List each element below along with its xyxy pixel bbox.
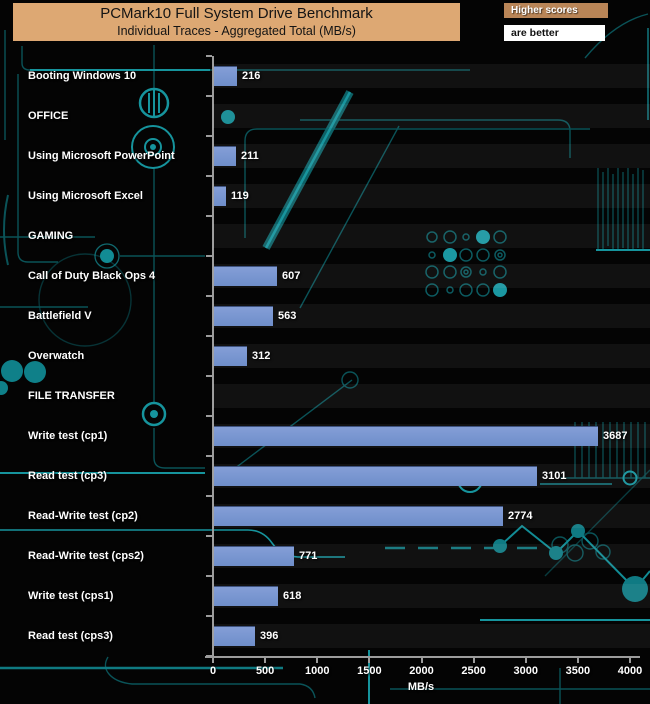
- row-stripe: [213, 344, 650, 368]
- value-label-read-write-test-cp2: 2774: [508, 510, 533, 522]
- row-stripe: [213, 584, 650, 608]
- value-label-write-test-cp1: 3687: [603, 430, 628, 442]
- x-axis-line: [205, 656, 640, 658]
- y-axis-tick: [206, 495, 212, 497]
- y-axis-tick: [206, 375, 212, 377]
- y-axis-tick: [206, 55, 212, 57]
- x-axis-tick: [316, 658, 319, 663]
- value-label-read-test-cp3: 3101: [542, 470, 567, 482]
- row-stripe: [213, 224, 650, 248]
- y-axis-tick: [206, 135, 212, 137]
- y-axis-tick: [206, 535, 212, 537]
- bar-booting-windows-10: [214, 66, 237, 86]
- circuit-traces-bright: [0, 28, 650, 704]
- x-tick-label-1500: 1500: [357, 665, 382, 677]
- y-axis-tick: [206, 655, 212, 657]
- value-label-battlefield-v: 563: [278, 310, 297, 322]
- bar-write-test-cp1: [214, 426, 598, 446]
- target-icon: [131, 125, 175, 169]
- x-tick-label-500: 500: [255, 665, 275, 677]
- y-axis-tick: [206, 255, 212, 257]
- value-label-booting-windows-10: 216: [242, 70, 261, 82]
- value-label-using-microsoft-powerpoint: 211: [241, 150, 259, 162]
- y-axis-tick: [206, 615, 212, 617]
- line-graph-motif: [493, 524, 650, 602]
- bar-call-of-duty-black-ops-4: [214, 266, 277, 286]
- trace-label-read-test-cps3: Read test (cps3): [28, 630, 113, 642]
- row-stripe: [213, 104, 650, 128]
- trace-label-write-test-cps1: Write test (cps1): [28, 590, 114, 602]
- row-stripe: [213, 384, 650, 408]
- port-icon: [138, 87, 170, 119]
- x-axis-tick: [629, 658, 631, 663]
- y-axis-tick: [206, 335, 212, 337]
- y-axis-tick: [206, 175, 212, 177]
- x-axis-tick: [264, 658, 267, 663]
- trace-label-read-write-test-cps2: Read-Write test (cps2): [28, 550, 144, 562]
- x-axis-tick: [212, 658, 214, 663]
- x-tick-label-2000: 2000: [409, 665, 434, 677]
- y-axis-tick: [206, 415, 212, 417]
- chart-subtitle: Individual Traces - Aggregated Total (MB…: [117, 24, 356, 38]
- value-label-read-test-cps3: 396: [260, 630, 279, 642]
- trace-label-write-test-cp1: Write test (cp1): [28, 430, 108, 442]
- trace-label-booting-windows-10: Booting Windows 10: [28, 70, 137, 82]
- x-axis-tick: [524, 658, 527, 663]
- trace-label-overwatch: Overwatch: [28, 350, 85, 362]
- value-label-overwatch: 312: [252, 350, 271, 362]
- bar-using-microsoft-powerpoint: [214, 146, 236, 166]
- value-label-write-test-cps1: 618: [283, 590, 302, 602]
- bar-read-test-cps3: [214, 626, 255, 646]
- x-axis-tick: [472, 658, 475, 663]
- y-axis-tick: [206, 95, 212, 97]
- trace-label-using-microsoft-powerpoint: Using Microsoft PowerPoint: [28, 150, 175, 162]
- x-axis-tick: [368, 658, 371, 663]
- title-banner: PCMark10 Full System Drive Benchmark Ind…: [13, 3, 460, 41]
- value-label-call-of-duty-black-ops-4: 607: [282, 270, 301, 282]
- category-label-office: OFFICE: [28, 110, 69, 122]
- row-stripe: [213, 264, 650, 288]
- x-tick-label-1000: 1000: [305, 665, 330, 677]
- category-label-file-transfer: FILE TRANSFER: [28, 390, 115, 402]
- row-stripe: [213, 184, 650, 208]
- trace-label-read-write-test-cp2: Read-Write test (cp2): [28, 510, 138, 522]
- trace-label-call-of-duty-black-ops-4: Call of Duty Black Ops 4: [28, 270, 156, 282]
- x-tick-label-4000: 4000: [617, 665, 643, 677]
- bar-overwatch: [214, 346, 247, 366]
- x-tick-label-0: 0: [209, 665, 217, 677]
- bar-write-test-cps1: [214, 586, 278, 606]
- bar-battlefield-v: [214, 306, 273, 326]
- higher-scores-badge: Higher scores: [504, 3, 608, 18]
- category-label-gaming: GAMING: [28, 230, 74, 242]
- are-better-badge: are better: [504, 25, 605, 41]
- value-label-using-microsoft-excel: 119: [231, 190, 249, 202]
- chart-title: PCMark10 Full System Drive Benchmark: [100, 5, 373, 22]
- y-axis-tick: [206, 455, 212, 457]
- bar-using-microsoft-excel: [214, 186, 226, 206]
- y-axis-tick: [206, 575, 212, 577]
- y-axis-tick: [206, 295, 212, 297]
- bar-read-write-test-cp2: [214, 506, 503, 526]
- bar-read-test-cp3: [214, 466, 537, 486]
- row-stripe: [213, 304, 650, 328]
- trace-label-using-microsoft-excel: Using Microsoft Excel: [28, 190, 143, 202]
- x-axis-tick: [576, 658, 579, 663]
- y-axis-line: [212, 56, 214, 658]
- trace-label-battlefield-v: Battlefield V: [28, 310, 92, 322]
- x-axis-title: MB/s: [407, 681, 435, 693]
- y-axis-tick: [206, 215, 212, 217]
- dot-grid: [425, 230, 507, 297]
- trace-label-read-test-cp3: Read test (cp3): [28, 470, 107, 482]
- x-axis-tick: [420, 658, 423, 663]
- bar-read-write-test-cps2: [214, 546, 294, 566]
- x-tick-label-2500: 2500: [461, 665, 486, 677]
- value-label-read-write-test-cps2: 771: [299, 550, 318, 562]
- row-stripe: [213, 144, 650, 168]
- x-tick-label-3000: 3000: [513, 665, 538, 677]
- row-stripe: [213, 64, 650, 88]
- x-tick-label-3500: 3500: [565, 665, 591, 677]
- row-stripe: [213, 624, 650, 648]
